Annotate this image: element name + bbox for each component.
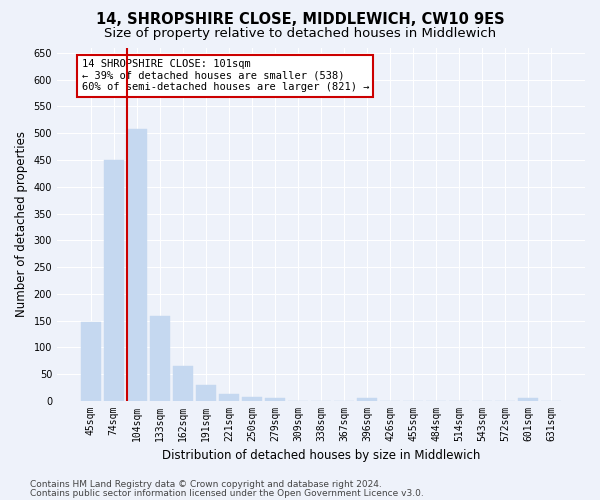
Text: Contains public sector information licensed under the Open Government Licence v3: Contains public sector information licen…: [30, 488, 424, 498]
Y-axis label: Number of detached properties: Number of detached properties: [15, 132, 28, 318]
Text: Size of property relative to detached houses in Middlewich: Size of property relative to detached ho…: [104, 28, 496, 40]
X-axis label: Distribution of detached houses by size in Middlewich: Distribution of detached houses by size …: [162, 450, 480, 462]
Bar: [104, 160, 124, 401]
Bar: [196, 385, 216, 401]
Bar: [265, 398, 285, 401]
Bar: [219, 394, 239, 401]
Bar: [357, 398, 377, 401]
Text: 14, SHROPSHIRE CLOSE, MIDDLEWICH, CW10 9ES: 14, SHROPSHIRE CLOSE, MIDDLEWICH, CW10 9…: [95, 12, 505, 28]
Bar: [150, 316, 170, 401]
Text: 14 SHROPSHIRE CLOSE: 101sqm
← 39% of detached houses are smaller (538)
60% of se: 14 SHROPSHIRE CLOSE: 101sqm ← 39% of det…: [82, 60, 369, 92]
Bar: [173, 366, 193, 401]
Bar: [242, 397, 262, 401]
Bar: [81, 322, 101, 401]
Bar: [127, 130, 146, 401]
Bar: [518, 398, 538, 401]
Text: Contains HM Land Registry data © Crown copyright and database right 2024.: Contains HM Land Registry data © Crown c…: [30, 480, 382, 489]
